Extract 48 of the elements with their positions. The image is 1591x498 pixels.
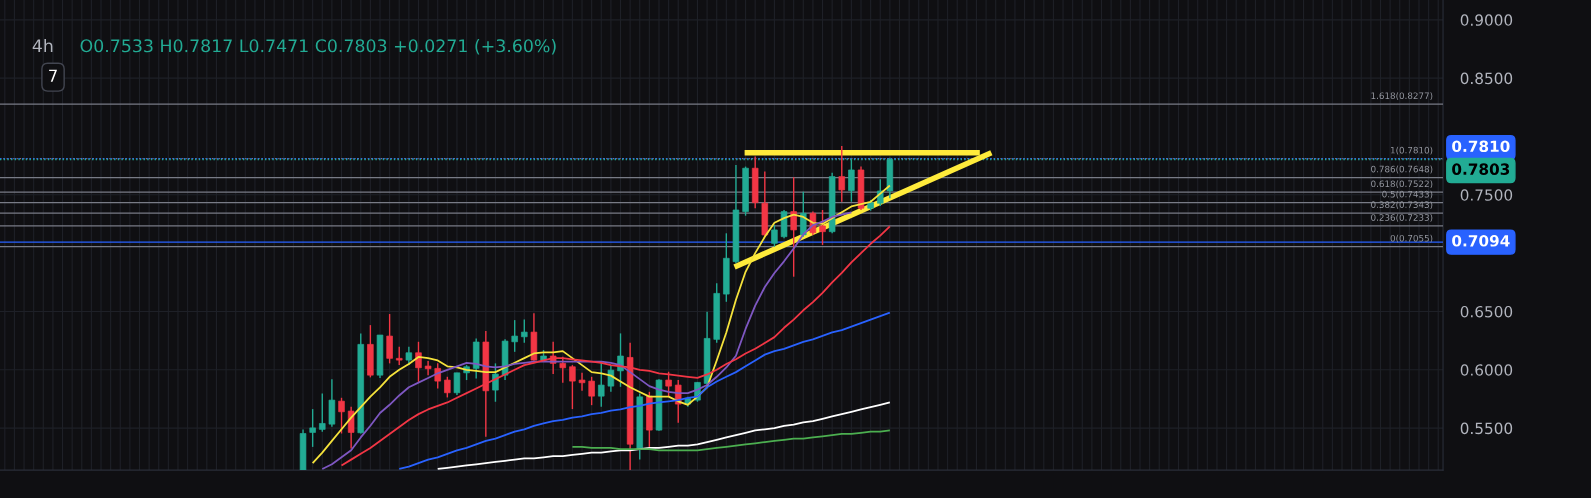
candlestick [309,408,316,448]
y-tick-label: 0.5500 [1460,422,1513,435]
candlestick [665,371,672,398]
candlestick [588,376,595,406]
line-series [571,429,891,452]
line-series [321,211,853,470]
candlestick [492,362,499,403]
candlestick [511,319,518,353]
candlestick [771,224,778,248]
text: O0.7533 H0.7817 L0.7471 C0.7803 +0.0271 (+3.60%) [80,38,556,55]
text: 4h [32,38,53,53]
y-tick-label: 0.8500 [1460,72,1513,85]
candlestick [819,209,826,246]
y-tick-label: 0.7500 [1460,189,1513,201]
y-tick-label: 0.6500 [1460,305,1513,318]
ref-line-label: 0.236(0.7233) [1371,214,1433,222]
candlestick [319,392,326,433]
candlestick [521,318,528,344]
candlestick [578,372,586,392]
candlestick [347,406,355,450]
candlestick [453,372,461,396]
ref-line-label: 0.7094 [1452,235,1510,247]
line-series [340,225,891,467]
ref-line-label: 0.382(0.7343) [1371,201,1433,209]
ref-line-label: 0.786(0.7648) [1371,165,1433,174]
candlestick [569,364,576,410]
annotation: 7 [49,69,57,82]
candlestick [838,145,846,203]
line-series [398,311,891,470]
candlestick [559,356,567,384]
ref-line-label: 0.618(0.7522) [1371,180,1433,189]
candlestick [444,376,451,399]
ref-line-label: 0.7803 [1452,163,1510,175]
ref-line-label: 1(0.7810) [1390,146,1433,155]
y-tick-label: 0.6000 [1460,364,1513,376]
y-tick-label: 0.9000 [1460,14,1513,26]
candlestick [424,360,432,376]
candlestick [396,346,403,366]
candlestick [386,313,393,365]
ref-line-label: 0.5(0.7433) [1382,190,1433,199]
ref-line-label: 0(0.7055) [1390,234,1433,243]
ref-line-label: 1.618(0.8277) [1371,92,1433,101]
line-series [436,401,891,470]
candlestick [790,176,797,278]
candlestick [598,362,605,408]
candlestick [607,364,615,393]
candlestick [338,397,345,435]
ref-line-label: 0.7810 [1452,140,1510,153]
